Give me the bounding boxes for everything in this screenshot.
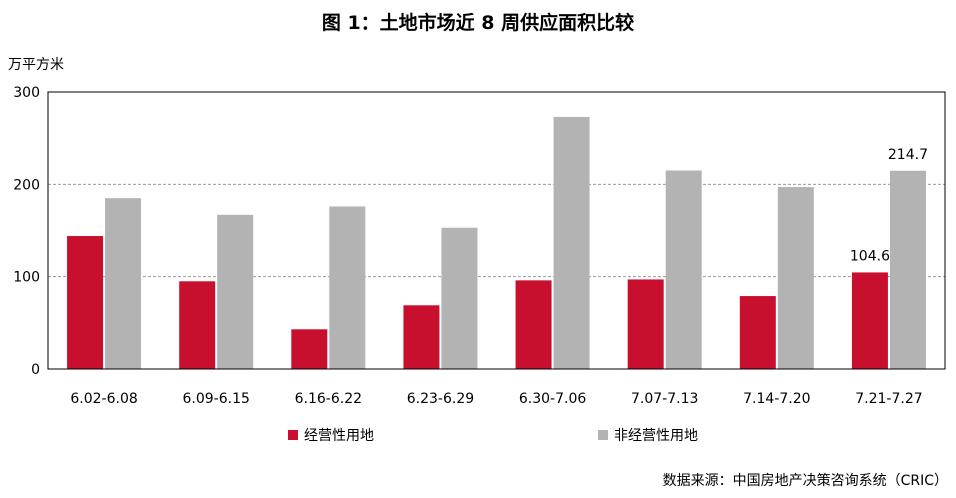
data-label: 214.7 — [888, 147, 928, 163]
bar-noncommercial — [889, 170, 926, 369]
legend-item-noncommercial: 非经营性用地 — [598, 425, 698, 445]
bar-noncommercial — [665, 170, 702, 369]
x-tick-label: 6.09-6.15 — [182, 391, 249, 407]
bar-noncommercial — [105, 198, 142, 369]
bar-commercial — [515, 280, 552, 369]
y-tick-label: 200 — [13, 177, 40, 193]
source-note: 数据来源：中国房地产决策咨询系统（CRIC） — [662, 473, 948, 489]
bar-commercial — [851, 272, 888, 369]
bar-commercial — [627, 279, 664, 369]
legend-item-commercial: 经营性用地 — [288, 425, 374, 445]
x-tick-label: 7.07-7.13 — [631, 391, 698, 407]
legend-label-noncommercial: 非经营性用地 — [614, 428, 698, 444]
bar-commercial — [179, 281, 216, 369]
axes — [47, 91, 946, 370]
y-axis-unit-label: 万平方米 — [8, 57, 64, 73]
y-tick-label: 300 — [13, 85, 40, 101]
bar-commercial — [67, 236, 104, 369]
bar-commercial — [291, 329, 328, 369]
labels: 0 100 200 300 6.02-6.08 6.09-6.15 6.16-6.22 6.2… — [13, 85, 928, 407]
bars — [67, 116, 926, 370]
y-tick-label: 0 — [31, 362, 40, 378]
x-tick-label: 7.21-7.27 — [855, 391, 922, 407]
bar-commercial — [403, 305, 440, 369]
x-tick-label: 7.14-7.20 — [743, 391, 810, 407]
bar-noncommercial — [217, 214, 254, 369]
bar-commercial — [739, 296, 776, 369]
bar-noncommercial — [329, 206, 366, 369]
legend-swatch-commercial — [288, 430, 298, 440]
x-tick-label: 6.30-7.06 — [519, 391, 586, 407]
y-tick-label: 100 — [13, 270, 40, 286]
bar-noncommercial — [553, 116, 590, 370]
data-label: 104.6 — [850, 248, 890, 264]
legend-label-commercial: 经营性用地 — [304, 428, 374, 444]
plot-frame — [47, 91, 946, 370]
x-tick-label: 6.23-6.29 — [407, 391, 474, 407]
x-tick-label: 6.02-6.08 — [70, 391, 137, 407]
legend-swatch-noncommercial — [598, 430, 608, 440]
bar-noncommercial — [441, 227, 478, 369]
bar-noncommercial — [777, 187, 814, 369]
x-tick-label: 6.16-6.22 — [295, 391, 362, 407]
chart-title: 图 1：土地市场近 8 周供应面积比较 — [321, 12, 635, 34]
